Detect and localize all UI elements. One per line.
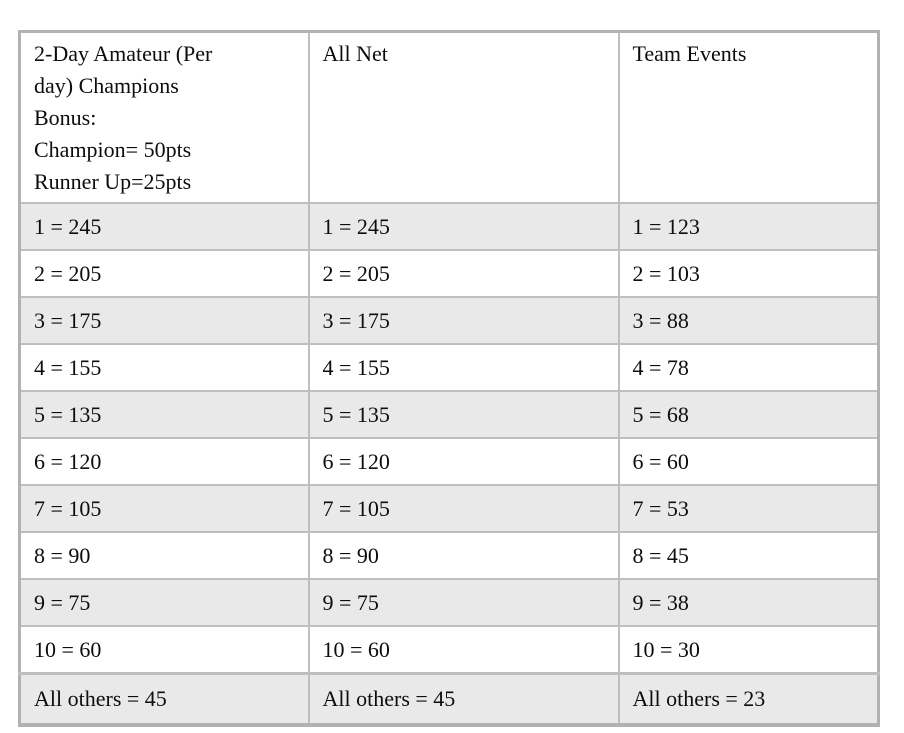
- table-row: 10 = 60 10 = 60 10 = 30: [18, 625, 880, 675]
- table-cell: 10 = 60: [307, 625, 620, 675]
- table-cell: All others = 45: [18, 672, 310, 726]
- table-cell: 6 = 120: [18, 437, 310, 486]
- table-row: 3 = 175 3 = 175 3 = 88: [18, 296, 880, 345]
- table-cell: 4 = 155: [18, 343, 310, 392]
- column-header-team-events: Team Events: [617, 30, 880, 204]
- table-cell: 1 = 245: [18, 202, 310, 251]
- table-cell: 7 = 105: [307, 484, 620, 533]
- table-cell: 3 = 175: [18, 296, 310, 345]
- table-cell: 6 = 60: [617, 437, 880, 486]
- table-cell: 5 = 135: [307, 390, 620, 439]
- table-cell: 2 = 205: [18, 249, 310, 298]
- header-row: 2-Day Amateur (Per day) Champions Bonus:…: [18, 30, 880, 204]
- points-table: 2-Day Amateur (Per day) Champions Bonus:…: [18, 30, 880, 727]
- table-row: 7 = 105 7 = 105 7 = 53: [18, 484, 880, 533]
- table-row: 9 = 75 9 = 75 9 = 38: [18, 578, 880, 627]
- table-cell: 5 = 68: [617, 390, 880, 439]
- table-cell: All others = 23: [617, 672, 880, 726]
- table-cell: 7 = 53: [617, 484, 880, 533]
- table-cell: 1 = 245: [307, 202, 620, 251]
- table-row: 6 = 120 6 = 120 6 = 60: [18, 437, 880, 486]
- table-cell: 6 = 120: [307, 437, 620, 486]
- table-row: 1 = 245 1 = 245 1 = 123: [18, 202, 880, 251]
- table-cell: 9 = 75: [18, 578, 310, 627]
- table-cell: 4 = 155: [307, 343, 620, 392]
- table-row: 8 = 90 8 = 90 8 = 45: [18, 531, 880, 580]
- table-cell: 8 = 90: [18, 531, 310, 580]
- table-row-all-others: All others = 45 All others = 45 All othe…: [18, 672, 880, 726]
- table-cell: 9 = 38: [617, 578, 880, 627]
- column-header-2day-amateur-bonus: 2-Day Amateur (Per day) Champions Bonus:…: [18, 30, 310, 204]
- table-cell: 8 = 90: [307, 531, 620, 580]
- table-cell: 9 = 75: [307, 578, 620, 627]
- table-cell: 7 = 105: [18, 484, 310, 533]
- table-cell: 2 = 103: [617, 249, 880, 298]
- table-cell: 3 = 175: [307, 296, 620, 345]
- column-header-all-net: All Net: [307, 30, 620, 204]
- table-cell: 5 = 135: [18, 390, 310, 439]
- table-cell: All others = 45: [307, 672, 620, 726]
- table-cell: 8 = 45: [617, 531, 880, 580]
- table-cell: 1 = 123: [617, 202, 880, 251]
- table-row: 4 = 155 4 = 155 4 = 78: [18, 343, 880, 392]
- table-cell: 10 = 30: [617, 625, 880, 675]
- table-cell: 4 = 78: [617, 343, 880, 392]
- table-cell: 10 = 60: [18, 625, 310, 675]
- table-cell: 2 = 205: [307, 249, 620, 298]
- table-cell: 3 = 88: [617, 296, 880, 345]
- table-row: 2 = 205 2 = 205 2 = 103: [18, 249, 880, 298]
- table-row: 5 = 135 5 = 135 5 = 68: [18, 390, 880, 439]
